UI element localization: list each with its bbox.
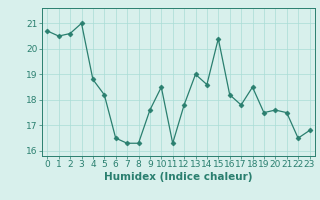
X-axis label: Humidex (Indice chaleur): Humidex (Indice chaleur) bbox=[104, 172, 253, 182]
